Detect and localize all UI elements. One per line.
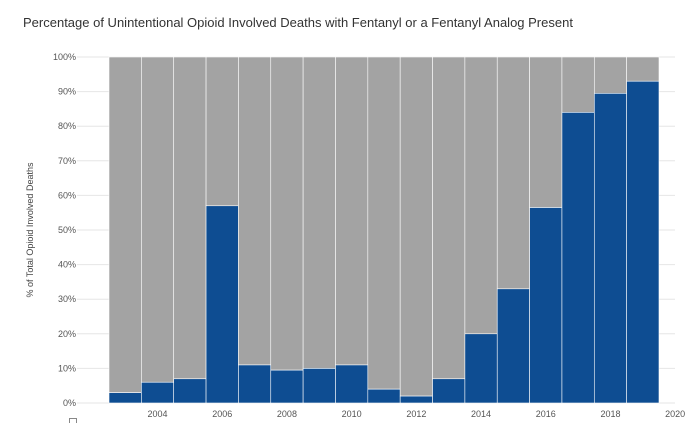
bar-other-2018[interactable] [593,56,627,94]
bar-other-2010[interactable] [335,56,369,366]
y-tick-label: 90% [58,87,76,97]
x-tick-label: 2016 [536,409,556,419]
x-tick-label: 2014 [471,409,491,419]
x-tick-label: 2006 [212,409,232,419]
chart-title: Percentage of Unintentional Opioid Invol… [23,15,573,30]
bar-other-2016[interactable] [529,56,563,208]
bar-other-2003[interactable] [108,56,142,393]
bar-other-2014[interactable] [464,56,498,335]
bar-fentanyl-2007[interactable] [238,364,272,404]
bar-other-2015[interactable] [496,56,530,290]
y-tick-label: 80% [58,121,76,131]
bar-other-2007[interactable] [238,56,272,366]
y-tick-label: 100% [53,52,76,62]
expand-toggle-icon[interactable] [69,418,77,423]
x-tick-label: 2008 [277,409,297,419]
bar-other-2011[interactable] [367,56,401,390]
x-tick-label: 2010 [342,409,362,419]
bar-fentanyl-2013[interactable] [432,378,466,404]
bar-fentanyl-2003[interactable] [108,392,142,404]
bar-fentanyl-2019[interactable] [626,80,660,404]
y-tick-label: 20% [58,329,76,339]
x-tick-label: 2004 [148,409,168,419]
bar-other-2017[interactable] [561,56,595,113]
bar-fentanyl-2011[interactable] [367,388,401,404]
bar-other-2019[interactable] [626,56,660,82]
bar-fentanyl-2014[interactable] [464,333,498,404]
bar-fentanyl-2018[interactable] [593,93,627,404]
bar-other-2013[interactable] [432,56,466,380]
bar-fentanyl-2012[interactable] [399,395,433,404]
y-tick-label: 10% [58,363,76,373]
bar-other-2008[interactable] [270,56,304,371]
x-tick-label: 2018 [600,409,620,419]
y-tick-label: 70% [58,156,76,166]
y-tick-label: 0% [63,398,76,408]
y-tick-label: 50% [58,225,76,235]
bar-fentanyl-2017[interactable] [561,112,595,404]
y-tick-label: 40% [58,260,76,270]
y-axis-title: % of Total Opioid Involved Deaths [25,162,35,297]
bar-other-2009[interactable] [302,56,336,369]
y-tick-label: 60% [58,190,76,200]
bar-fentanyl-2016[interactable] [529,207,563,404]
bar-fentanyl-2015[interactable] [496,288,530,404]
bar-fentanyl-2006[interactable] [205,205,239,404]
y-tick-label: 30% [58,294,76,304]
bar-fentanyl-2010[interactable] [335,364,369,404]
x-tick-label: 2012 [406,409,426,419]
x-tick-label: 2020 [665,409,685,419]
bar-other-2012[interactable] [399,56,433,397]
bar-other-2005[interactable] [173,56,207,380]
bar-fentanyl-2009[interactable] [302,368,336,404]
bar-other-2004[interactable] [141,56,175,383]
bar-fentanyl-2008[interactable] [270,369,304,404]
bar-fentanyl-2005[interactable] [173,378,207,404]
bar-other-2006[interactable] [205,56,239,207]
bar-fentanyl-2004[interactable] [141,381,175,404]
